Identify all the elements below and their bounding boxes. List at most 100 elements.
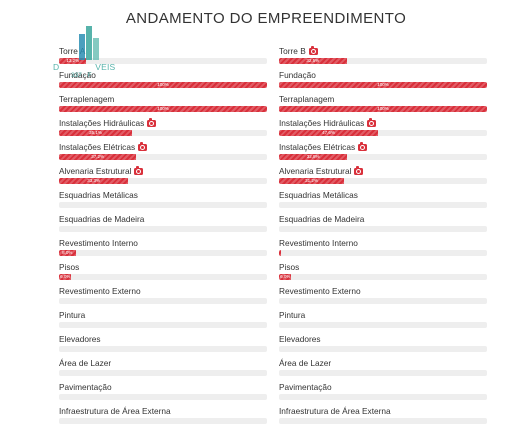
watermark-creci: 337 - F [71, 72, 92, 79]
torre-b-stage-instalacoes-hidraulicas-progress-fill: 47,6% [279, 130, 378, 136]
torre-a-stage-esquadrias-de-madeira: Esquadrias de Madeira [59, 214, 269, 238]
torre-a-stage-alvenaria-estrutural-progress-fill: 33,3% [59, 178, 129, 184]
torre-a-stage-pisos-progress-bar: 6,0% [59, 274, 267, 280]
torre-a-stage-terraplenagem: Terraplenagem 100% [59, 94, 269, 118]
torre-b-stage-instalacoes-eletricas-progress-bar: 32,8% [279, 154, 487, 160]
torre-b-stage-pavimentacao-label: Pavimentação [279, 382, 332, 392]
torre-b-stage-alvenaria-estrutural-progress-label: 31,2% [305, 178, 318, 183]
torre-a-stage-alvenaria-estrutural-label-row: Alvenaria Estrutural [59, 166, 269, 176]
torre-b-stage-esquadrias-metalicas-label-row: Esquadrias Metálicas [279, 190, 489, 200]
torre-b-stage-instalacoes-hidraulicas-label-row: Instalações Hidráulicas [279, 118, 489, 128]
torre-a-stage-instalacoes-hidraulicas-label-row: Instalações Hidráulicas [59, 118, 269, 128]
torre-b-stage-fundacao-progress-label: 100% [377, 82, 389, 87]
torre-a-stage-fundacao-progress-label: 100% [157, 82, 169, 87]
torre-a-stage-pintura-label: Pintura [59, 310, 86, 320]
camera-icon[interactable] [367, 118, 377, 127]
torre-b-stage-elevadores-progress-bar [279, 346, 487, 352]
torre-b-stage-terraplanagem-progress-bar: 100% [279, 106, 487, 112]
torre-a-stage-instalacoes-eletricas-progress-label: 37,2% [91, 154, 105, 159]
torre-b-stage-pisos-progress-label: 6,0% [280, 274, 291, 279]
torre-a-total-progress-fill: 13,2% [59, 58, 87, 64]
torre-a-stage-alvenaria-estrutural-label: Alvenaria Estrutural [59, 166, 132, 176]
torre-a-stage-esquadrias-de-madeira-label-row: Esquadrias de Madeira [59, 214, 269, 224]
torre-b-stage-fundacao-label: Fundação [279, 70, 316, 80]
torre-a-stage-instalacoes-eletricas-progress-fill: 37,2% [59, 154, 137, 160]
torre-a-stage-revestimento-interno-label: Revestimento Interno [59, 238, 138, 248]
torre-b-stage-revestimento-externo-label-row: Revestimento Externo [279, 286, 489, 296]
torre-b-stage-revestimento-externo-label: Revestimento Externo [279, 286, 361, 296]
torre-a-total-progress-label: 13,2% [66, 58, 80, 63]
torre-b-stage-terraplanagem: Terraplanagem 100% [279, 94, 489, 118]
torre-b-stage-instalacoes-hidraulicas-progress-label: 47,6% [322, 130, 335, 135]
torre-a-stage-revestimento-externo-label: Revestimento Externo [59, 286, 141, 296]
torre-a-stage-terraplenagem-progress-label: 100% [157, 106, 169, 111]
torre-a-stage-terraplenagem-label-row: Terraplenagem [59, 94, 269, 104]
torre-b-stage-esquadrias-de-madeira-label: Esquadrias de Madeira [279, 214, 365, 224]
torre-a-stage-infraestrutura-de-area-externa-label-row: Infraestrutura de Área Externa [59, 406, 269, 416]
torre-a-total-label-row: Torre A [59, 46, 269, 56]
torre-a-stage-alvenaria-estrutural-progress-bar: 33,3% [59, 178, 267, 184]
torre-b-stage-area-de-lazer: Área de Lazer [279, 358, 489, 382]
torre-a-stage-terraplenagem-progress-fill: 100% [59, 106, 267, 112]
torre-b-stage-alvenaria-estrutural-label: Alvenaria Estrutural [279, 166, 352, 176]
torre-a-stage-instalacoes-hidraulicas: Instalações Hidráulicas 35,1% [59, 118, 269, 142]
torre-a-stage-infraestrutura-de-area-externa-label: Infraestrutura de Área Externa [59, 406, 171, 416]
camera-icon[interactable] [308, 46, 318, 55]
torre-a-stage-esquadrias-metalicas-label: Esquadrias Metálicas [59, 190, 138, 200]
torre-b-stage-pintura-label: Pintura [279, 310, 306, 320]
torre-b-stage-alvenaria-estrutural-label-row: Alvenaria Estrutural [279, 166, 489, 176]
camera-icon[interactable] [134, 166, 144, 175]
torre-a-stage-pavimentacao-label: Pavimentação [59, 382, 112, 392]
torre-a-stage-esquadrias-metalicas-progress-bar [59, 202, 267, 208]
torre-a-stage-elevadores-progress-bar [59, 346, 267, 352]
torre-a-stage-revestimento-interno-progress-fill: 8,0% [59, 250, 76, 256]
torre-a-total-progress-bar: 13,2% [59, 58, 267, 64]
torre-b-stage-infraestrutura-de-area-externa-label-row: Infraestrutura de Área Externa [279, 406, 489, 416]
torre-b-stage-revestimento-interno-label-row: Revestimento Interno [279, 238, 489, 248]
torre-b-stage-pisos-label: Pisos [279, 262, 300, 272]
torre-b-total-progress-label: 32,5% [306, 58, 320, 63]
torre-b-total: Torre B 32,5% [279, 46, 489, 70]
torre-b-stage-pintura-label-row: Pintura [279, 310, 489, 320]
torre-a-stage-revestimento-interno: Revestimento Interno 8,0% [59, 238, 269, 262]
torre-b-stage-pavimentacao: Pavimentação [279, 382, 489, 406]
torre-b-stage-revestimento-interno-progress-fill [279, 250, 282, 256]
torre-a-stage-instalacoes-eletricas: Instalações Elétricas 37,2% [59, 142, 269, 166]
torre-b-stage-revestimento-interno-progress-bar [279, 250, 487, 256]
torre-a-stage-fundacao-label: Fundação [59, 70, 96, 80]
torre-b-stage-area-de-lazer-label-row: Área de Lazer [279, 358, 489, 368]
torre-b-stage-esquadrias-de-madeira-progress-bar [279, 226, 487, 232]
torre-b-stage-instalacoes-eletricas-progress-fill: 32,8% [279, 154, 348, 160]
watermark-brand: D VEIS [53, 62, 116, 72]
torre-b-stage-area-de-lazer-label: Área de Lazer [279, 358, 332, 368]
torre-a-stage-alvenaria-estrutural-progress-label: 33,3% [87, 178, 100, 183]
torre-a-stage-pisos-label: Pisos [59, 262, 80, 272]
torre-b-stage-elevadores: Elevadores [279, 334, 489, 358]
camera-icon[interactable] [147, 118, 157, 127]
torre-b-stage-infraestrutura-de-area-externa: Infraestrutura de Área Externa [279, 406, 489, 430]
page-title: ANDAMENTO DO EMPREENDIMENTO [125, 10, 407, 27]
camera-icon[interactable] [354, 166, 364, 175]
torre-a-stage-fundacao-progress-bar: 100% [59, 82, 267, 88]
torre-b-stage-esquadrias-de-madeira-label-row: Esquadrias de Madeira [279, 214, 489, 224]
torre-b-stage-elevadores-label-row: Elevadores [279, 334, 489, 344]
torre-b-stage-fundacao-progress-fill: 100% [279, 82, 487, 88]
torre-b-total-label: Torre B [279, 46, 306, 56]
tower-a-column: Torre A 13,2% Fundação 100% Terraplenagem 100… [59, 46, 269, 430]
torre-a-stage-pintura: Pintura [59, 310, 269, 334]
torre-b-stage-pavimentacao-progress-bar [279, 394, 487, 400]
torre-b-stage-fundacao: Fundação 100% [279, 70, 489, 94]
torre-b-stage-revestimento-interno-label: Revestimento Interno [279, 238, 358, 248]
torre-a-stage-infraestrutura-de-area-externa: Infraestrutura de Área Externa [59, 406, 269, 430]
torre-a-stage-area-de-lazer: Área de Lazer [59, 358, 269, 382]
torre-b-stage-fundacao-label-row: Fundação [279, 70, 489, 80]
torre-b-stage-pisos-label-row: Pisos [279, 262, 489, 272]
torre-a-stage-instalacoes-eletricas-progress-bar: 37,2% [59, 154, 267, 160]
camera-icon[interactable] [358, 142, 368, 151]
camera-icon[interactable] [138, 142, 148, 151]
building-logo-icon [79, 26, 99, 60]
torre-a-stage-instalacoes-hidraulicas-progress-bar: 35,1% [59, 130, 267, 136]
torre-b-stage-esquadrias-metalicas-progress-bar [279, 202, 487, 208]
torre-a-stage-elevadores: Elevadores [59, 334, 269, 358]
torre-b-stage-esquadrias-metalicas: Esquadrias Metálicas [279, 190, 489, 214]
